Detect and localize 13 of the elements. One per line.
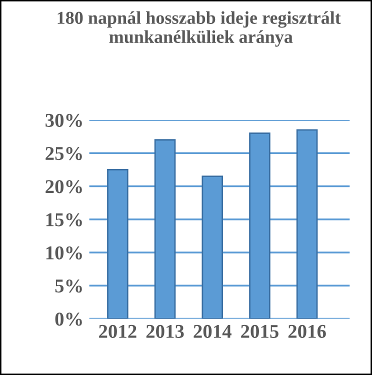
- y-tick-label: 30%: [46, 114, 82, 127]
- y-tick-label: 15%: [46, 213, 82, 226]
- y-tick-label: 20%: [46, 180, 82, 194]
- x-tick-label: 2013: [146, 324, 184, 338]
- chart-title: 180 napnál hosszabb ideje regisztrált munkanélküliek aránya: [58, 11, 341, 47]
- x-tick-label: 2014: [194, 324, 232, 338]
- x-tick-label: 2015: [241, 324, 278, 338]
- y-tick-label: 0%: [55, 312, 82, 326]
- x-tick-label: 2012: [99, 324, 136, 338]
- y-tick-label: 5%: [55, 279, 82, 293]
- y-tick-label: 10%: [46, 246, 82, 260]
- y-tick-label: 25%: [46, 146, 82, 160]
- x-tick-label: 2016: [288, 324, 326, 338]
